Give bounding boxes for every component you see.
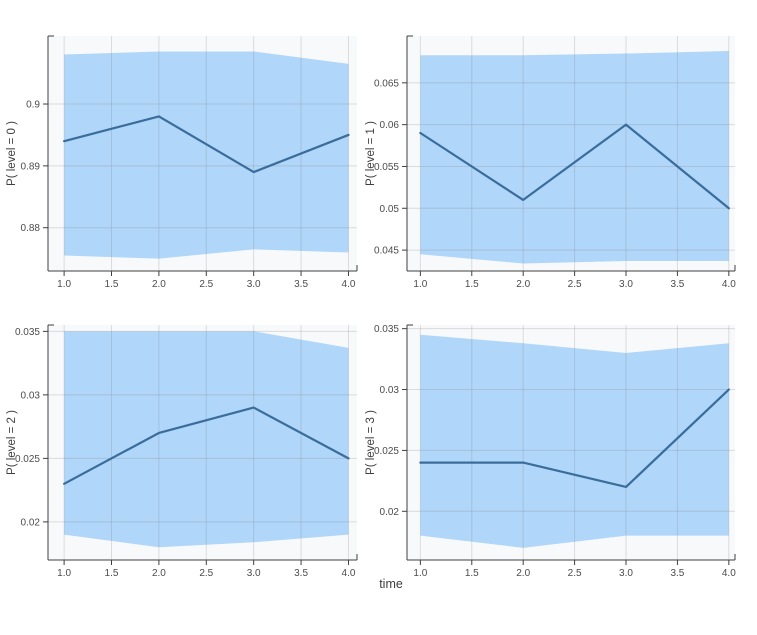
- x-tick-label: 2.5: [199, 568, 213, 579]
- y-tick-label: 0.045: [374, 246, 399, 257]
- x-tick-label: 3.5: [294, 568, 308, 579]
- trace-line: [419, 123, 730, 210]
- y-axis-title: P( level = 2 ): [6, 410, 18, 475]
- confidence-band: [420, 334, 729, 548]
- confidence-band: [64, 51, 349, 259]
- x-tick-label: 2.5: [568, 279, 582, 290]
- x-tick-label: 4.0: [342, 279, 356, 290]
- y-tick-label: 0.05: [380, 204, 400, 215]
- x-tick-label: 1.0: [57, 568, 71, 579]
- x-tick-label: 1.5: [105, 568, 119, 579]
- x-tick-label: 3.5: [670, 279, 684, 290]
- subplot-level-1: 0.045 0.05 0.055 0.06 0.065 1.0 1.5 2.0 2.5 3.0 3.…: [365, 35, 736, 290]
- x-tick-label: 1.0: [413, 279, 427, 290]
- x-tick-label: 2.0: [516, 568, 530, 579]
- x-tick-label: 1.5: [465, 279, 479, 290]
- x-tick-label: 3.0: [247, 279, 261, 290]
- x-tick-label: 2.5: [199, 279, 213, 290]
- x-tick-label: 3.5: [294, 279, 308, 290]
- subplot-level-3: 0.02 0.025 0.03 0.035 1.0 1.5 2.0 2.5 3.0 3.5 4.0 P…: [365, 324, 736, 579]
- y-tick-label: 0.065: [374, 78, 399, 89]
- y-tick-label: 0.035: [15, 327, 40, 338]
- x-tick-label: 4.0: [722, 279, 736, 290]
- y-tick-label: 0.9: [26, 100, 40, 111]
- subplot-level-2: 0.02 0.025 0.03 0.035 1.0 1.5 2.0 2.5 3.0 3.5 4.0 P…: [6, 324, 358, 579]
- x-tick-label: 1.5: [105, 279, 119, 290]
- subplot-level-0: 0.88 0.89 0.9 1.0 1.5 2.0 2.5 3.0 3.5 4.0 P( level…: [6, 35, 358, 290]
- confidence-band: [64, 331, 349, 548]
- y-axis-title: P( level = 3 ): [365, 410, 377, 475]
- y-tick-label: 0.025: [15, 454, 40, 465]
- x-tick-label: 4.0: [722, 568, 736, 579]
- x-tick-label: 3.5: [670, 568, 684, 579]
- x-tick-label: 1.0: [413, 568, 427, 579]
- x-tick-label: 2.0: [152, 279, 166, 290]
- x-tick-label: 3.0: [619, 568, 633, 579]
- y-tick-label: 0.03: [380, 385, 400, 396]
- y-tick-label: 0.88: [21, 223, 41, 234]
- y-tick-label: 0.06: [380, 120, 400, 131]
- trace-line: [419, 388, 730, 489]
- y-tick-label: 0.89: [21, 161, 41, 172]
- x-tick-label: 2.5: [568, 568, 582, 579]
- trace-line: [63, 406, 350, 485]
- trace-line: [63, 115, 350, 174]
- x-tick-label: 4.0: [342, 568, 356, 579]
- y-tick-label: 0.025: [374, 446, 399, 457]
- x-tick-label: 3.0: [247, 568, 261, 579]
- y-tick-label: 0.055: [374, 162, 399, 173]
- y-axis-title: P( level = 1 ): [365, 121, 377, 186]
- y-axis-title: P( level = 0 ): [6, 121, 18, 186]
- x-tick-label: 3.0: [619, 279, 633, 290]
- y-tick-label: 0.035: [374, 324, 399, 335]
- confidence-band: [420, 51, 729, 264]
- x-tick-label: 1.0: [57, 279, 71, 290]
- y-tick-label: 0.03: [21, 390, 41, 401]
- x-tick-label: 2.0: [516, 279, 530, 290]
- x-axis-title: time: [379, 577, 403, 591]
- y-tick-label: 0.02: [21, 517, 41, 528]
- y-tick-label: 0.02: [380, 507, 400, 518]
- x-tick-label: 1.5: [465, 568, 479, 579]
- x-tick-label: 2.0: [152, 568, 166, 579]
